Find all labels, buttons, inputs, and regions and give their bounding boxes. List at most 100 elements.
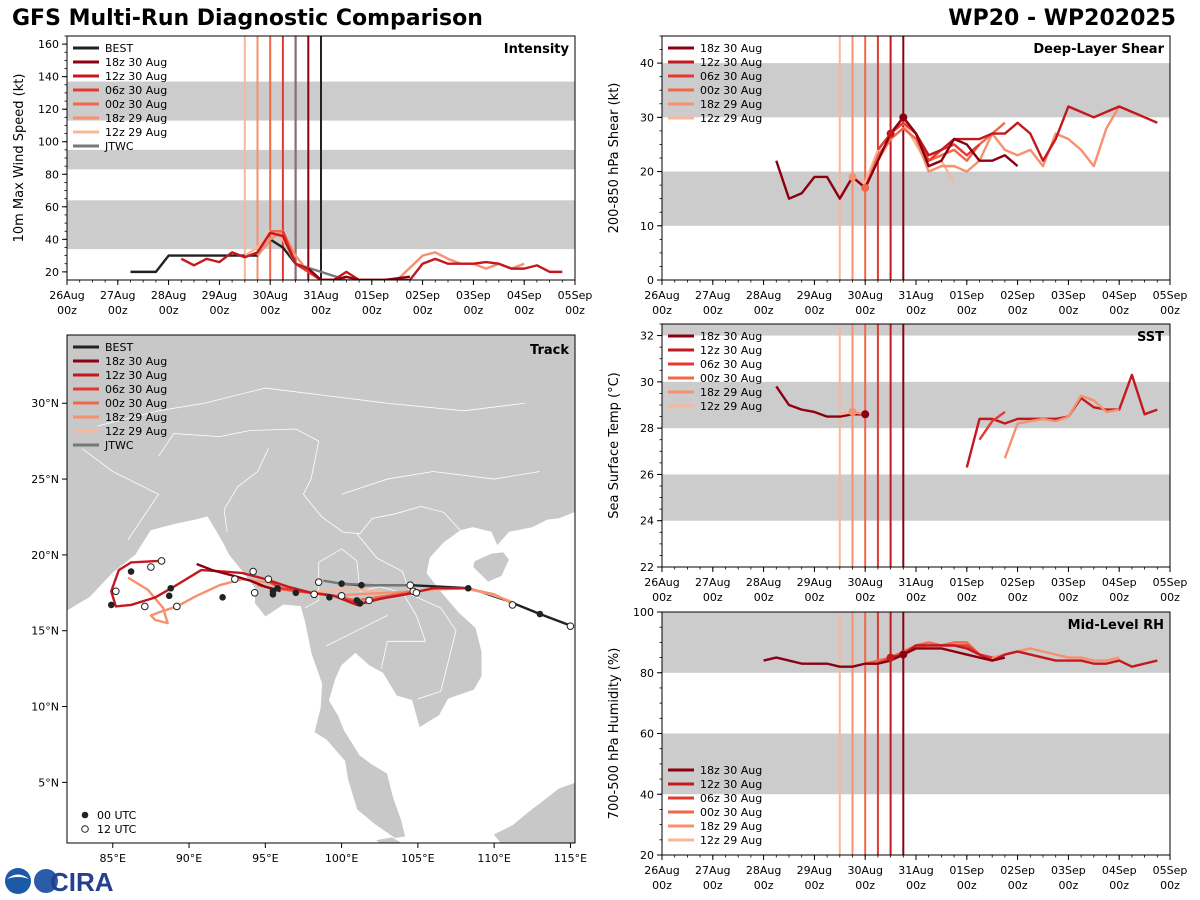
x-tick-label-date: 05Sep — [1153, 289, 1188, 302]
series-line-18z-29-aug — [256, 229, 525, 280]
x-tick-label-date: 05Sep — [1153, 576, 1188, 589]
admin-border — [97, 387, 525, 427]
y-tick-label: 20°N — [31, 549, 59, 562]
data-point-18z-29-aug — [848, 407, 857, 416]
admin-border — [341, 471, 540, 495]
y-tick-label: 40 — [640, 788, 654, 801]
y-tick-label: 30°N — [31, 397, 59, 410]
storm-id: WP20 - WP202025 — [948, 6, 1176, 31]
plot-area-intensity — [67, 36, 575, 280]
x-tick-label-hour: 00z — [855, 591, 875, 604]
legend-label-00z-30-aug: 00z 30 Aug — [105, 397, 167, 410]
x-tick-label-hour: 00z — [957, 304, 977, 317]
track-point-12utc — [365, 596, 373, 605]
track-point-12utc — [412, 588, 421, 597]
logo-text: CIRA — [50, 867, 114, 896]
x-tick-label-date: 28Aug — [746, 289, 781, 302]
track-point-12utc — [566, 622, 575, 630]
plot-area-sst — [662, 324, 1170, 567]
x-tick-label: 110°E — [477, 852, 510, 865]
series-line-12z-30-aug — [889, 105, 1158, 162]
legend-label-18z-29-aug: 18z 29 Aug — [105, 112, 167, 125]
x-tick-label-date: 30Aug — [847, 576, 882, 589]
x-tick-label-date: 27Aug — [100, 289, 135, 302]
x-tick-label-date: 02Sep — [1000, 864, 1035, 877]
y-tick-label: 20 — [640, 849, 654, 862]
land-borneo — [487, 781, 575, 843]
data-point-18z-30-aug — [899, 650, 908, 659]
track-point-12utc — [406, 581, 415, 590]
x-tick-label-date: 28Aug — [151, 289, 186, 302]
x-tick-label-date: 02Sep — [405, 289, 440, 302]
x-tick-label: 115°E — [554, 852, 587, 865]
x-tick-label-date: 26Aug — [49, 289, 84, 302]
admin-border — [356, 533, 457, 700]
x-tick-label-hour: 00z — [703, 591, 723, 604]
track-point-00utc — [219, 594, 226, 601]
axes-frame — [66, 334, 576, 844]
plot-area-track — [67, 335, 575, 843]
track-point-12utc — [250, 588, 259, 597]
panel-intensity: 20 40 60 80 100 120 140 160 26Aug 00z 27Aug 00z 28Au… — [12, 35, 592, 317]
y-tick-label: 120 — [38, 103, 59, 116]
legend-label-18z-29-aug: 18z 29 Aug — [700, 386, 762, 399]
legend-label-18z-29-aug: 18z 29 Aug — [105, 411, 167, 424]
y-tick-label: 160 — [38, 38, 59, 51]
land-sumatra-tip — [374, 836, 404, 843]
x-tick-label-hour: 00z — [1008, 304, 1028, 317]
legend-label-00z-30-aug: 00z 30 Aug — [700, 372, 762, 385]
y-tick-label: 28 — [640, 422, 654, 435]
x-tick-label-date: 27Aug — [695, 289, 730, 302]
plot-area-shear — [662, 36, 1170, 280]
x-tick-label-hour: 00z — [805, 879, 825, 892]
track-line-18z-30-aug — [196, 562, 281, 593]
y-tick-label: 30 — [640, 376, 654, 389]
y-tick-label: 22 — [640, 561, 654, 574]
x-tick-label-date: 01Sep — [949, 576, 984, 589]
x-tick-label-date: 05Sep — [1153, 864, 1188, 877]
x-tick-label-hour: 00z — [652, 304, 672, 317]
legend-label-06z-30-aug: 06z 30 Aug — [700, 358, 762, 371]
x-tick-label-date: 31Aug — [303, 289, 338, 302]
x-tick-label-hour: 00z — [1109, 591, 1129, 604]
x-tick-label-date: 30Aug — [847, 289, 882, 302]
legend-label-12z-30-aug: 12z 30 Aug — [105, 70, 167, 83]
y-tick-label: 5°N — [38, 776, 59, 789]
cira-logo: CIRA — [5, 867, 114, 896]
x-tick-label-hour: 00z — [805, 591, 825, 604]
y-tick-label: 26 — [640, 468, 654, 481]
legend-label-12z-29-aug: 12z 29 Aug — [700, 112, 762, 125]
x-tick-label-hour: 00z — [362, 304, 382, 317]
track-point-00utc — [536, 610, 544, 618]
data-point-12z-30-aug — [886, 653, 895, 662]
x-tick-label-date: 29Aug — [202, 289, 237, 302]
legend-label-12z-29-aug: 12z 29 Aug — [700, 400, 762, 413]
band-2 — [662, 324, 1170, 336]
track-point-12utc — [157, 557, 166, 565]
y-tick-label: 40 — [45, 233, 59, 246]
x-tick-label-hour: 00z — [1059, 591, 1079, 604]
data-point-00z-30-aug — [861, 183, 870, 192]
legend-marker-00utc — [81, 811, 89, 819]
x-tick-label-hour: 00z — [754, 304, 774, 317]
x-tick-label-hour: 00z — [652, 591, 672, 604]
x-tick-label-date: 01Sep — [354, 289, 389, 302]
y-tick-label: 60 — [640, 728, 654, 741]
x-tick-label-hour: 00z — [805, 304, 825, 317]
x-tick-label-date: 04Sep — [1102, 864, 1137, 877]
legend-label-12z-29-aug: 12z 29 Aug — [700, 834, 762, 847]
y-tick-label: 100 — [633, 606, 654, 619]
track-point-00utc — [358, 581, 365, 589]
x-tick-label-date: 31Aug — [898, 289, 933, 302]
admin-border — [82, 448, 160, 540]
x-tick-label-date: 04Sep — [1102, 576, 1137, 589]
admin-border — [158, 428, 461, 535]
y-tick-label: 20 — [45, 266, 59, 279]
y-tick-label: 0 — [647, 274, 654, 287]
y-axis-label: 200-850 hPa Shear (kt) — [607, 83, 622, 234]
x-tick-label-hour: 00z — [906, 304, 926, 317]
x-tick-label-hour: 00z — [464, 304, 484, 317]
track-point-12utc — [173, 602, 181, 611]
x-tick-label-hour: 00z — [906, 591, 926, 604]
